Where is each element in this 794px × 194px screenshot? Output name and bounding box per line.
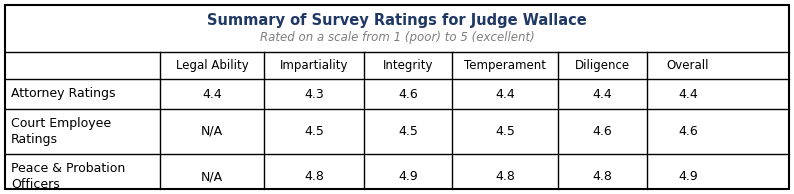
Text: 4.9: 4.9 xyxy=(398,170,418,183)
Text: 4.8: 4.8 xyxy=(304,170,324,183)
Text: 4.5: 4.5 xyxy=(398,125,418,138)
Text: 4.4: 4.4 xyxy=(495,87,515,100)
Text: Attorney Ratings: Attorney Ratings xyxy=(11,87,115,100)
Text: Integrity: Integrity xyxy=(383,59,434,72)
Text: 4.6: 4.6 xyxy=(398,87,418,100)
Text: Diligence: Diligence xyxy=(575,59,630,72)
Text: 4.8: 4.8 xyxy=(495,170,515,183)
Text: 4.4: 4.4 xyxy=(592,87,612,100)
Text: 4.6: 4.6 xyxy=(592,125,612,138)
Text: 4.4: 4.4 xyxy=(678,87,698,100)
Text: 4.6: 4.6 xyxy=(678,125,698,138)
Text: Legal Ability: Legal Ability xyxy=(175,59,249,72)
Text: 4.8: 4.8 xyxy=(592,170,612,183)
Text: Impartiality: Impartiality xyxy=(279,59,349,72)
Text: N/A: N/A xyxy=(201,125,223,138)
Text: Temperament: Temperament xyxy=(464,59,546,72)
Text: Overall: Overall xyxy=(667,59,709,72)
Text: 4.3: 4.3 xyxy=(304,87,324,100)
Text: Summary of Survey Ratings for Judge Wallace: Summary of Survey Ratings for Judge Wall… xyxy=(207,13,587,28)
Text: 4.4: 4.4 xyxy=(202,87,222,100)
Text: Rated on a scale from 1 (poor) to 5 (excellent): Rated on a scale from 1 (poor) to 5 (exc… xyxy=(260,31,534,44)
Text: 4.5: 4.5 xyxy=(495,125,515,138)
Text: N/A: N/A xyxy=(201,170,223,183)
Text: Peace & Probation
Officers: Peace & Probation Officers xyxy=(11,163,125,191)
Text: 4.9: 4.9 xyxy=(678,170,698,183)
Text: Court Employee
Ratings: Court Employee Ratings xyxy=(11,118,111,146)
Text: 4.5: 4.5 xyxy=(304,125,324,138)
